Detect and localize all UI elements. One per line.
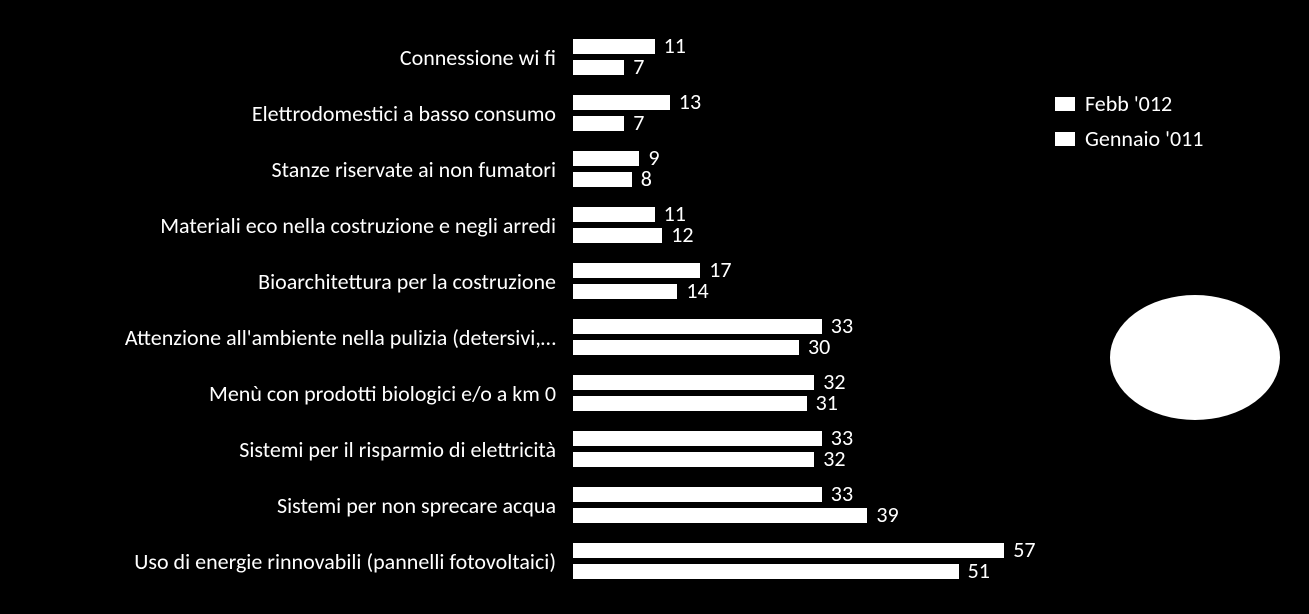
bar-series-1 [572, 150, 640, 167]
bar-series-1 [572, 486, 823, 503]
category-label: Sistemi per il risparmio di elettricità [0, 438, 556, 462]
bar-series-2 [572, 395, 808, 412]
legend-label: Gennaio '011 [1085, 125, 1203, 152]
bar-series-1 [572, 374, 815, 391]
legend-swatch-icon [1055, 97, 1075, 111]
category-label: Menù con prodotti biologici e/o a km 0 [0, 382, 556, 406]
plot-area: Connessione wi fi117Elettrodomestici a b… [572, 30, 1112, 590]
category-label: Attenzione all'ambiente nella pulizia (d… [0, 326, 556, 350]
bar-row: Attenzione all'ambiente nella pulizia (d… [572, 310, 1112, 366]
bar-series-2 [572, 59, 625, 76]
category-label: Elettrodomestici a basso consumo [0, 102, 556, 126]
bar-series-2 [572, 283, 678, 300]
bar-series-1 [572, 206, 656, 223]
bar-row: Connessione wi fi117 [572, 30, 1112, 86]
chart-container: Connessione wi fi 11 7 Elettrodomestici a b… [0, 0, 1309, 614]
bar-series-1 [572, 430, 823, 447]
bar-series-2 [572, 451, 815, 468]
bar-row: Menù con prodotti biologici e/o a km 032… [572, 366, 1112, 422]
category-label: Materiali eco nella costruzione e negli … [0, 214, 556, 238]
bar-series-1 [572, 94, 671, 111]
bar-value-label: 7 [633, 56, 644, 78]
bar-series-2 [572, 171, 633, 188]
bar-row: Sistemi per il risparmio di elettricità3… [572, 422, 1112, 478]
bar-row: Materiali eco nella costruzione e negli … [572, 198, 1112, 254]
legend-label: Febb '012 [1085, 90, 1172, 117]
bar-value-label: 32 [823, 448, 845, 470]
legend-swatch-icon [1055, 132, 1075, 146]
bar-series-2 [572, 563, 960, 580]
bar-series-2 [572, 227, 663, 244]
legend-item: Febb '012 [1055, 90, 1203, 117]
legend: Febb '012 Gennaio '011 [1055, 90, 1203, 160]
bar-series-2 [572, 115, 625, 132]
bar-series-1 [572, 318, 823, 335]
bar-value-label: 12 [671, 224, 693, 246]
category-label: Connessione wi fi [0, 46, 556, 70]
bar-value-label: 7 [633, 112, 644, 134]
bar-value-label: 57 [1013, 539, 1035, 561]
bar-value-label: 11 [664, 35, 686, 57]
category-label: Stanze riservate ai non fumatori [0, 158, 556, 182]
bar-value-label: 31 [816, 392, 838, 414]
category-label: Bioarchitettura per la costruzione [0, 270, 556, 294]
bar-series-1 [572, 262, 701, 279]
bar-row: Bioarchitettura per la costruzione1714 [572, 254, 1112, 310]
bar-series-1 [572, 542, 1005, 559]
bar-row: Uso di energie rinnovabili (pannelli fot… [572, 534, 1112, 590]
bar-value-label: 13 [679, 91, 701, 113]
bar-value-label: 30 [808, 336, 830, 358]
bar-value-label: 51 [968, 560, 990, 582]
highlight-ellipse-icon [1110, 295, 1280, 420]
category-label: Sistemi per non sprecare acqua [0, 494, 556, 518]
bar-series-2 [572, 339, 800, 356]
bar-row: Sistemi per non sprecare acqua3339 [572, 478, 1112, 534]
bar-value-label: 17 [709, 259, 731, 281]
bar-series-2 [572, 507, 868, 524]
bar-value-label: 33 [831, 315, 853, 337]
bar-row: Stanze riservate ai non fumatori98 [572, 142, 1112, 198]
bar-value-label: 8 [641, 168, 652, 190]
bar-value-label: 14 [686, 280, 708, 302]
bar-value-label: 39 [876, 504, 898, 526]
bar-row: Elettrodomestici a basso consumo137 [572, 86, 1112, 142]
bar-value-label: 33 [831, 483, 853, 505]
legend-item: Gennaio '011 [1055, 125, 1203, 152]
category-label: Uso di energie rinnovabili (pannelli fot… [0, 550, 556, 574]
